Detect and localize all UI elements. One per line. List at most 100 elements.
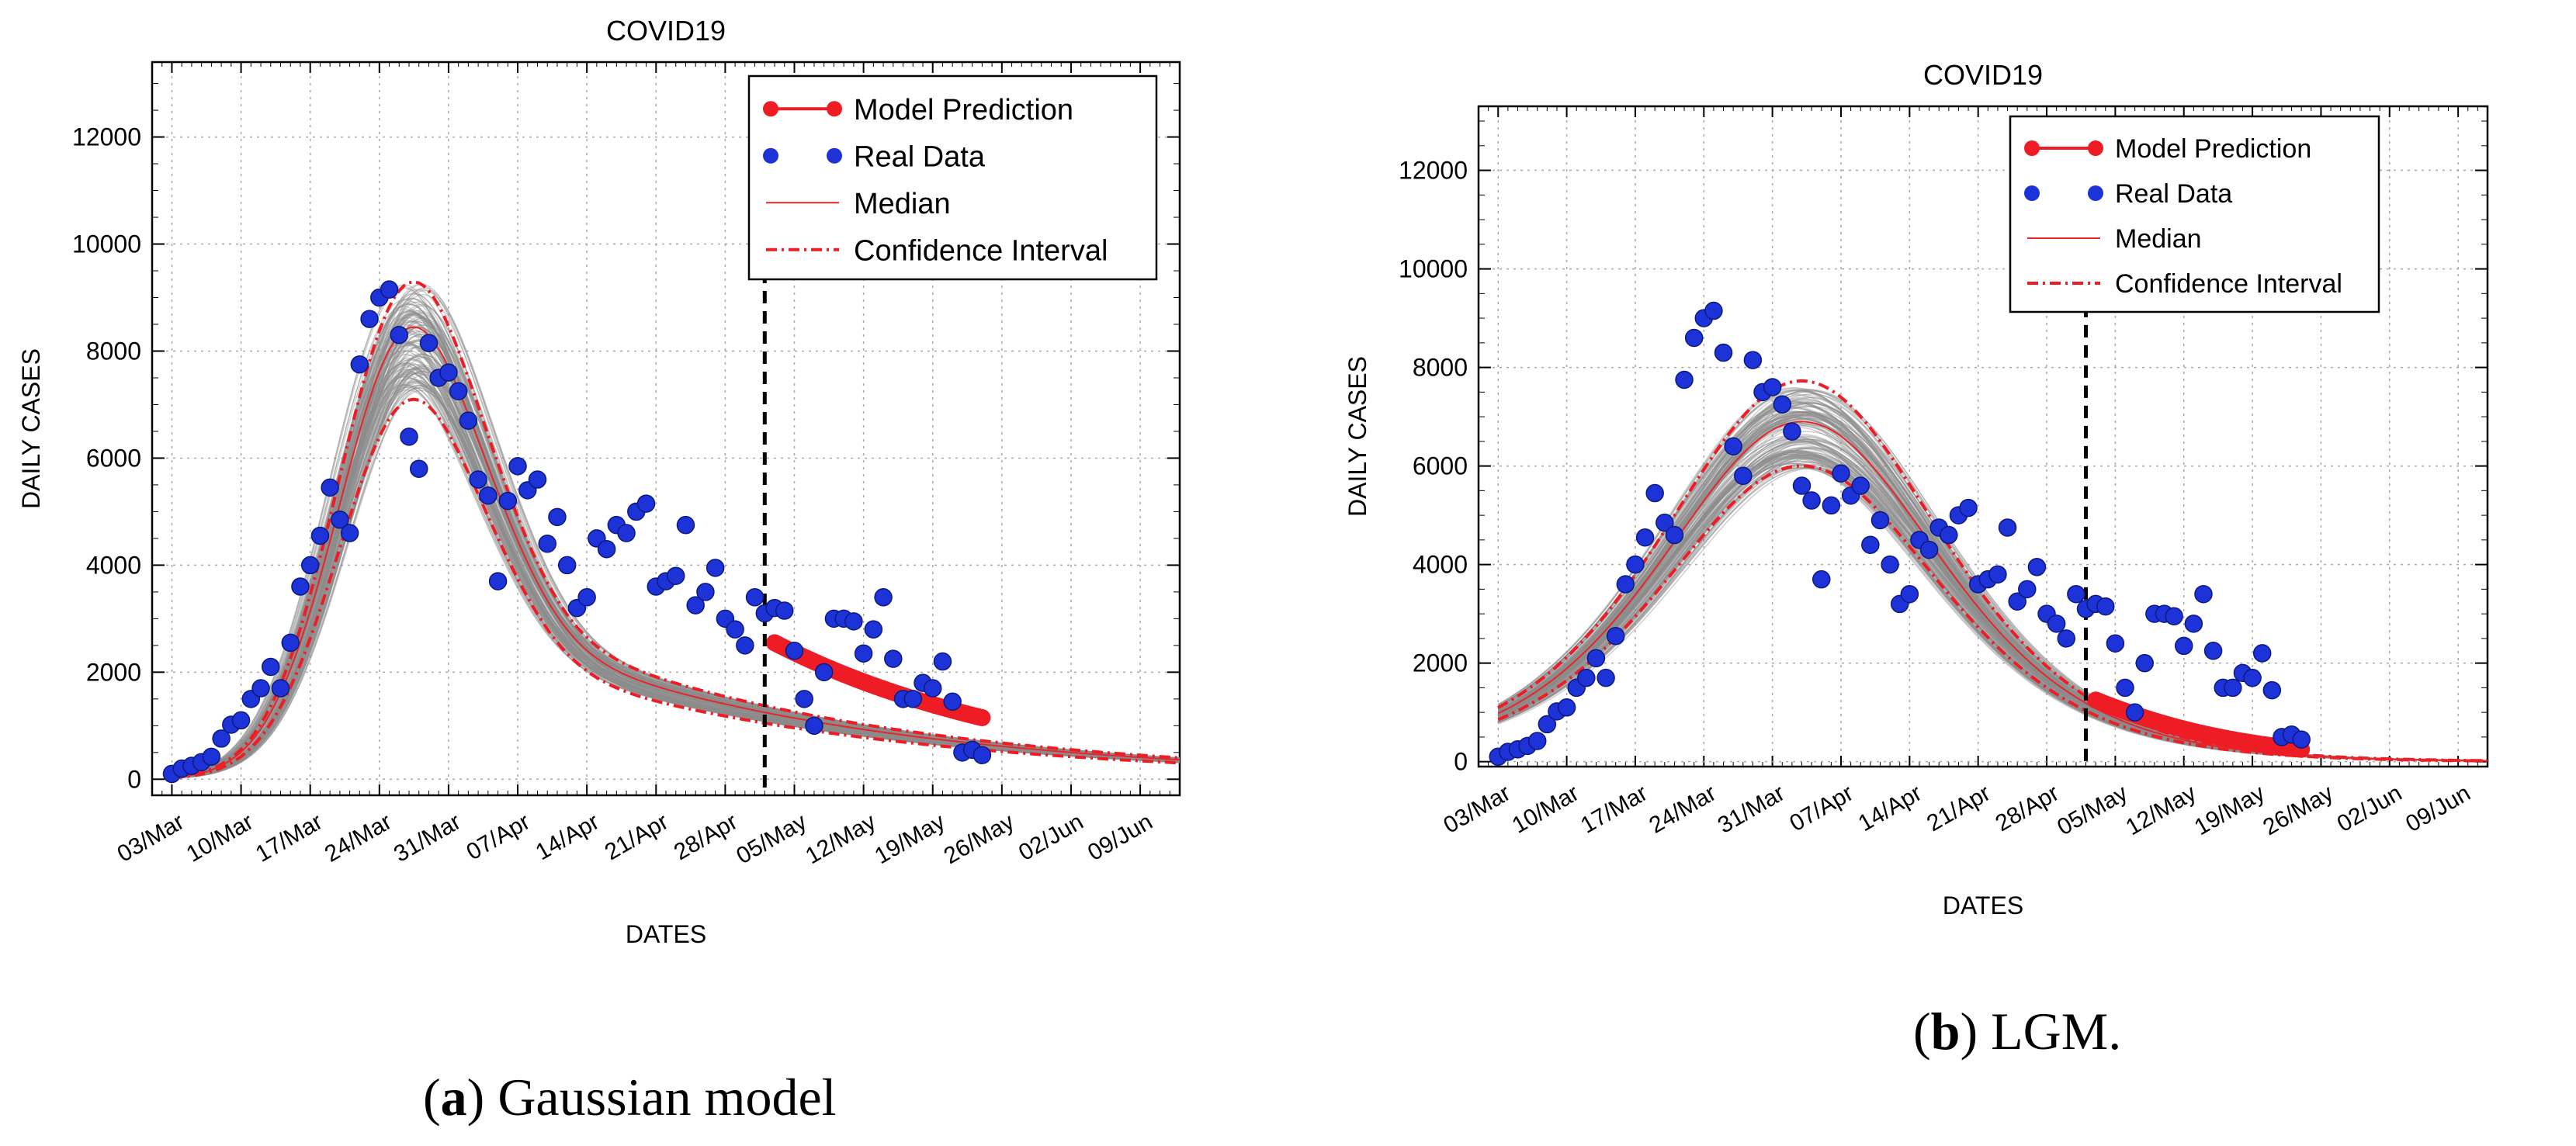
real-data-point bbox=[854, 644, 873, 663]
real-data-point bbox=[706, 559, 725, 577]
ensemble-curve bbox=[172, 372, 1180, 779]
x-tick-label: 07/Apr bbox=[462, 808, 534, 865]
ensemble-curve bbox=[172, 372, 1180, 779]
real-data-point bbox=[251, 679, 270, 698]
real-data-point bbox=[1538, 715, 1557, 734]
ensemble-curve bbox=[172, 306, 1180, 777]
x-tick-label: 14/Apr bbox=[532, 808, 604, 865]
real-data-point bbox=[1724, 437, 1742, 455]
x-tick-label: 05/May bbox=[2053, 780, 2132, 840]
real-data-point bbox=[528, 470, 547, 489]
real-data-point bbox=[2165, 607, 2183, 626]
real-data-point bbox=[676, 515, 695, 535]
real-data-point bbox=[1635, 528, 1655, 547]
chart-lgm: 03/Mar10/Mar17/Mar24/Mar31/Mar07/Apr14/A… bbox=[1343, 59, 2489, 919]
real-data-point bbox=[736, 636, 754, 655]
real-data-point bbox=[666, 566, 685, 585]
real-data-point bbox=[2047, 615, 2066, 633]
y-tick-label: 2000 bbox=[86, 658, 141, 686]
x-tick-label: 26/May bbox=[940, 808, 1019, 869]
real-data-point bbox=[1656, 513, 1674, 532]
ensemble-curve bbox=[172, 339, 1180, 779]
model-prediction-series bbox=[2087, 691, 2311, 758]
y-tick-label: 12000 bbox=[72, 123, 141, 151]
real-data-point bbox=[2243, 668, 2262, 687]
plot-frame-b bbox=[1477, 105, 2489, 768]
legend-swatch-prediction-dot bbox=[827, 101, 842, 117]
real-data-point bbox=[2008, 592, 2026, 611]
real-data-point bbox=[1714, 343, 1733, 362]
x-tick-label: 02/Jun bbox=[1014, 808, 1088, 866]
real-data-point bbox=[1577, 668, 1596, 687]
ensemble-curve bbox=[172, 350, 1180, 777]
real-data-point bbox=[2262, 680, 2282, 700]
real-data-point bbox=[1626, 555, 1645, 574]
ensemble-curve bbox=[172, 370, 1180, 779]
ensemble-curve bbox=[1497, 462, 2488, 762]
real-data-point bbox=[597, 539, 616, 559]
y-axis-label: DAILY CASES bbox=[17, 348, 45, 509]
real-data-point bbox=[1998, 518, 2017, 537]
real-data-series bbox=[1489, 301, 2311, 767]
real-data-point bbox=[2057, 629, 2076, 648]
ensemble-curve bbox=[172, 374, 1180, 779]
x-tick-label: 24/Mar bbox=[1645, 780, 1720, 838]
real-data-point bbox=[1773, 395, 1792, 414]
caption-b-letter: b bbox=[1930, 1002, 1961, 1061]
y-tick-label: 2000 bbox=[1413, 649, 1468, 677]
ensemble-curve bbox=[172, 355, 1180, 779]
ensemble-curve bbox=[172, 358, 1180, 778]
real-data-point bbox=[785, 642, 804, 660]
ensemble-curve bbox=[172, 314, 1180, 778]
real-data-point bbox=[2116, 678, 2134, 698]
legend-label: Real Data bbox=[2115, 179, 2232, 209]
ensemble-curve bbox=[1497, 463, 2488, 762]
y-tick-label: 8000 bbox=[86, 337, 141, 365]
ensemble-curve bbox=[172, 357, 1180, 778]
y-tick-label: 10000 bbox=[72, 230, 141, 258]
legend-label: Confidence Interval bbox=[854, 234, 1108, 267]
real-data-point bbox=[814, 663, 834, 682]
ensemble-curve bbox=[172, 365, 1180, 779]
x-tick-label: 07/Apr bbox=[1785, 780, 1857, 836]
x-tick-label: 14/Apr bbox=[1854, 780, 1926, 836]
real-data-point bbox=[1616, 575, 1635, 594]
real-data-point bbox=[1861, 535, 1880, 554]
real-data-point bbox=[1557, 698, 1576, 717]
ensemble-curve bbox=[172, 311, 1180, 778]
ensemble-curve bbox=[172, 303, 1180, 778]
x-tick-label: 31/Mar bbox=[390, 808, 465, 867]
real-data-point bbox=[1734, 466, 1753, 486]
ci-lower-line bbox=[1497, 464, 2488, 763]
panel-lgm: 03/Mar 10/Mar 17/Mar 24/Mar 31/Mar 07/Apr 14/A… bbox=[1288, 0, 2576, 1146]
real-data-point bbox=[1959, 498, 1978, 518]
caption-a: (a) Gaussian model bbox=[423, 1068, 837, 1127]
ensemble-curve bbox=[172, 313, 1180, 778]
x-tick-label: 02/Jun bbox=[2333, 780, 2407, 837]
real-data-point bbox=[360, 310, 379, 328]
ensemble-curve bbox=[172, 369, 1180, 777]
real-data-point bbox=[2203, 642, 2223, 660]
ensemble-curve bbox=[172, 345, 1180, 779]
x-tick-label: 12/May bbox=[2122, 780, 2201, 840]
y-tick-label: 0 bbox=[127, 765, 141, 793]
real-data-point bbox=[350, 355, 369, 374]
x-tick-label: 12/May bbox=[801, 808, 880, 869]
real-data-point bbox=[479, 486, 498, 505]
real-data-point bbox=[1940, 525, 1958, 545]
x-tick-label: 09/Jun bbox=[1083, 808, 1157, 866]
real-data-point bbox=[1586, 649, 1606, 668]
x-tick-label: 31/Mar bbox=[1714, 780, 1789, 838]
ensemble-curve bbox=[172, 363, 1180, 779]
x-tick-label: 10/Mar bbox=[182, 808, 258, 867]
real-data-point bbox=[2184, 615, 2203, 633]
legend-label: Median bbox=[854, 188, 951, 220]
real-data-point bbox=[1743, 351, 1763, 369]
real-data-point bbox=[973, 746, 992, 765]
real-data-point bbox=[321, 478, 339, 497]
legend-swatch-real-dot bbox=[2088, 185, 2103, 201]
ensemble-curve bbox=[172, 367, 1180, 779]
x-tick-label: 10/Mar bbox=[1508, 780, 1583, 838]
ensemble-curve bbox=[172, 367, 1180, 779]
real-data-point bbox=[1763, 378, 1782, 396]
